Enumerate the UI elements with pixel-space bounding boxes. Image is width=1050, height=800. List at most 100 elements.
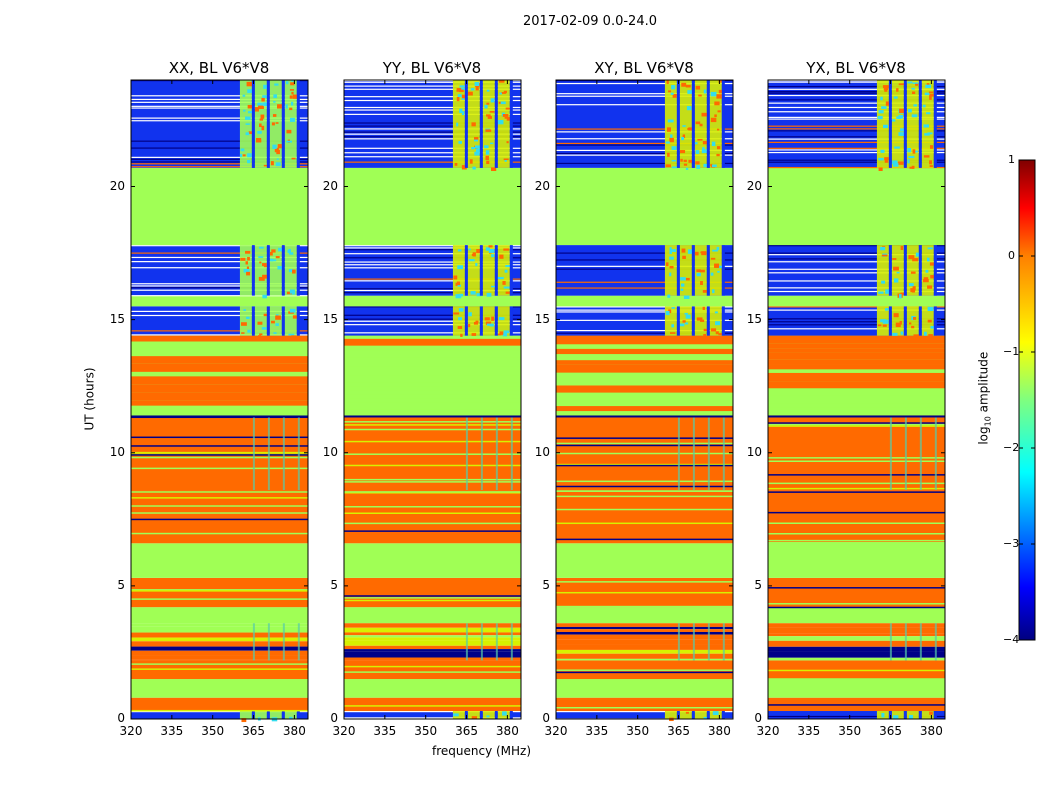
channel-line	[131, 456, 308, 459]
rfi-speck	[718, 89, 723, 94]
noise-line	[556, 306, 733, 308]
band-orange	[768, 490, 945, 544]
rfi-speck	[683, 295, 690, 299]
rfi-column	[254, 245, 267, 296]
ytick-label: 5	[117, 577, 125, 592]
channel-line	[344, 671, 521, 673]
noise-line	[131, 267, 308, 269]
panel-1-heatmap	[131, 80, 308, 723]
band-green	[344, 295, 521, 307]
rfi-speck	[892, 258, 897, 260]
rfi-speck	[665, 262, 669, 267]
ytick-label: 0	[330, 711, 338, 725]
rfi-speck	[286, 291, 293, 295]
rfi-column	[239, 306, 252, 336]
rfi-speck	[473, 321, 478, 325]
rfi-gap	[464, 245, 468, 296]
rfi-speck	[488, 245, 493, 248]
rfi-speck	[715, 321, 720, 326]
band-green	[131, 543, 308, 578]
rfi-gap	[495, 623, 498, 661]
rfi-column	[269, 711, 282, 719]
rfi-gap	[479, 711, 483, 719]
channel-line	[768, 457, 945, 459]
rfi-speck	[454, 163, 458, 166]
rfi-speck	[485, 129, 492, 132]
rfi-speck	[684, 312, 688, 315]
channel-line	[344, 506, 521, 508]
rfi-speck	[669, 256, 674, 260]
rfi-speck	[289, 289, 295, 294]
band-orange	[344, 490, 521, 544]
rfi-gap	[464, 306, 468, 336]
time-stripe	[131, 356, 308, 364]
time-stripe	[768, 352, 945, 360]
channel-line	[131, 598, 308, 600]
rfi-speck	[258, 335, 261, 338]
rfi-speck	[289, 117, 295, 122]
channel-line	[556, 464, 733, 467]
rfi-speck	[275, 256, 280, 259]
rfi-speck	[287, 249, 291, 254]
rfi-speck	[241, 718, 247, 723]
channel-line	[556, 522, 733, 525]
band-green	[556, 167, 733, 246]
channel-line	[556, 508, 733, 511]
rfi-speck	[701, 112, 708, 117]
channel-line	[131, 497, 308, 499]
ytick-label: 0	[542, 711, 550, 725]
noise-line	[131, 80, 308, 82]
rfi-speck	[696, 272, 701, 277]
time-stripe	[344, 338, 521, 346]
time-stripe	[131, 632, 308, 638]
noise-line	[344, 332, 521, 334]
rfi-gap	[919, 623, 922, 661]
channel-line	[556, 581, 733, 583]
time-stripe	[344, 409, 521, 416]
noise-line	[556, 80, 733, 82]
rfi-gap	[691, 80, 695, 168]
rfi-column	[891, 80, 904, 168]
rfi-speck	[892, 332, 898, 336]
rfi-speck	[703, 716, 710, 720]
rfi-column	[269, 306, 282, 336]
rfi-speck	[703, 163, 709, 168]
rfi-speck	[259, 333, 263, 336]
time-stripe	[344, 390, 521, 395]
rfi-speck	[471, 146, 476, 150]
rfi-speck	[472, 166, 476, 170]
rfi-gap	[707, 623, 710, 661]
rfi-gap	[933, 80, 937, 168]
rfi-gap	[281, 245, 285, 296]
noise-line	[768, 261, 945, 263]
xtick-label: 335	[585, 724, 609, 738]
noise-line	[556, 142, 733, 145]
y-axis-label: UT (hours)	[82, 367, 97, 431]
rfi-speck	[688, 159, 695, 163]
rfi-speck	[911, 325, 915, 329]
noise-line	[131, 261, 308, 263]
rfi-speck	[274, 83, 279, 86]
rfi-gap	[479, 80, 483, 168]
rfi-speck	[716, 265, 722, 269]
band-orange	[768, 577, 945, 608]
noise-line	[344, 249, 521, 251]
rfi-gap	[691, 306, 695, 336]
rfi-speck	[685, 84, 691, 88]
rfi-speck	[247, 153, 252, 158]
band-orange	[344, 577, 521, 608]
noise-line	[344, 131, 521, 133]
rfi-speck	[926, 112, 931, 115]
channel-line	[768, 482, 945, 485]
rfi-speck	[907, 108, 912, 113]
rfi-speck	[923, 277, 929, 281]
rfi-speck	[239, 153, 243, 158]
rfi-speck	[667, 119, 674, 123]
rfi-speck	[884, 157, 889, 161]
rfi-gap	[509, 711, 513, 719]
rfi-speck	[898, 115, 904, 119]
rfi-speck	[263, 164, 270, 167]
channel-line	[768, 487, 945, 490]
rfi-speck	[896, 271, 900, 274]
channel-line	[768, 532, 945, 535]
